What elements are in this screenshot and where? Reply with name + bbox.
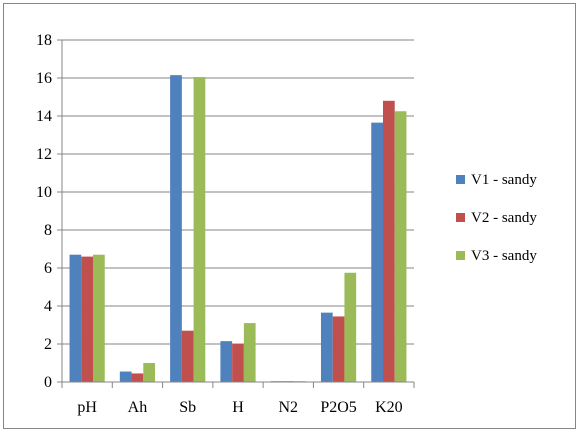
bar xyxy=(93,254,105,382)
y-tick-label: 14 xyxy=(36,108,52,125)
bar xyxy=(220,341,233,382)
bar xyxy=(81,256,94,382)
bar xyxy=(344,272,357,382)
bar xyxy=(382,100,395,383)
bar xyxy=(394,111,407,382)
chart-area: 0 2 4 6 8 10 12 14 16 18 pH Ah Sb H N2 P2O5 K20 V1 - san… xyxy=(3,3,576,429)
axes xyxy=(57,39,415,388)
bar xyxy=(170,75,182,383)
legend-label: V3 - sandy xyxy=(471,248,537,264)
x-tick-label: K20 xyxy=(375,399,403,416)
legend: V1 - sandy V2 - sandy V3 - sandy xyxy=(456,172,537,264)
bar xyxy=(119,371,132,382)
bar xyxy=(193,77,206,383)
legend-swatch xyxy=(456,175,465,184)
y-tick-label: 4 xyxy=(44,298,52,315)
bar xyxy=(131,373,144,382)
x-tick-label: Ah xyxy=(128,399,148,416)
x-tick-label: Sb xyxy=(179,399,196,416)
bars xyxy=(69,75,407,383)
bar xyxy=(320,312,333,382)
legend-item: V3 - sandy xyxy=(456,248,537,264)
bar-chart: 0 2 4 6 8 10 12 14 16 18 pH Ah Sb H N2 P2O5 K20 V1 - san… xyxy=(36,32,537,416)
bar xyxy=(181,330,194,382)
x-tick-label: N2 xyxy=(279,399,299,416)
bar xyxy=(69,254,82,382)
y-tick-label: 10 xyxy=(36,184,52,201)
x-tick-label: pH xyxy=(77,399,97,416)
legend-swatch xyxy=(456,251,465,260)
axis-labels: 0 2 4 6 8 10 12 14 16 18 pH Ah Sb H N2 P2O5 K20 xyxy=(36,32,403,416)
x-tick-label: P2O5 xyxy=(320,399,356,416)
bar xyxy=(371,122,383,383)
gridlines xyxy=(62,39,414,345)
y-tick-label: 18 xyxy=(36,32,52,49)
legend-label: V1 - sandy xyxy=(471,172,537,188)
bar xyxy=(143,363,156,382)
y-tick-label: 0 xyxy=(44,374,52,391)
y-tick-label: 6 xyxy=(44,260,52,277)
y-tick-label: 16 xyxy=(36,70,52,87)
bar xyxy=(232,344,244,382)
y-tick-label: 8 xyxy=(44,222,52,239)
bar xyxy=(243,323,256,382)
bar xyxy=(332,316,345,382)
legend-swatch xyxy=(456,213,465,222)
legend-item: V2 - sandy xyxy=(456,210,537,226)
legend-label: V2 - sandy xyxy=(471,210,537,226)
y-tick-label: 12 xyxy=(36,146,52,163)
legend-item: V1 - sandy xyxy=(456,172,537,188)
y-tick-label: 2 xyxy=(44,336,52,353)
x-tick-label: H xyxy=(232,399,244,416)
